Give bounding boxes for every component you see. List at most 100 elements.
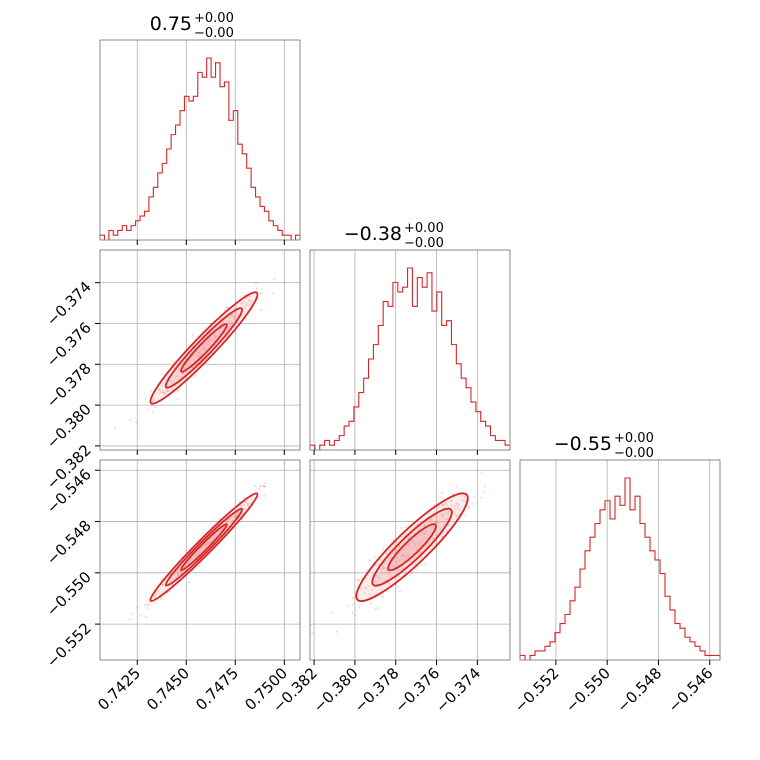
scatter-point — [199, 547, 203, 551]
x-tick-label: −0.546 — [665, 664, 717, 716]
scatter-point — [196, 351, 200, 355]
scatter-point — [388, 583, 391, 586]
y-tick-label: −0.380 — [43, 400, 95, 452]
scatter-point — [387, 571, 390, 574]
scatter-point — [414, 549, 417, 552]
scatter-point — [250, 300, 254, 303]
scatter-point — [402, 547, 405, 550]
scatter-point — [208, 340, 211, 343]
scatter-point — [161, 391, 164, 394]
scatter-point — [244, 304, 247, 307]
scatter-point — [399, 557, 402, 561]
scatter-point — [402, 554, 406, 557]
scatter-point — [412, 542, 415, 545]
scatter-point — [218, 331, 222, 334]
scatter-point — [205, 543, 208, 546]
scatter-point — [263, 485, 266, 488]
scatter-point — [173, 573, 177, 576]
scatter-point — [400, 558, 403, 562]
scatter-point — [423, 524, 426, 527]
scatter-point — [414, 542, 417, 545]
scatter-point — [204, 341, 207, 344]
scatter-point — [228, 520, 231, 523]
scatter-point — [164, 391, 167, 394]
scatter-point — [201, 549, 204, 552]
scatter-point — [179, 364, 182, 367]
scatter-point — [181, 372, 184, 375]
scatter-point — [216, 334, 219, 337]
scatter-point — [211, 538, 214, 541]
scatter-point — [218, 530, 221, 533]
scatter-point — [200, 546, 203, 549]
contour-level-3 — [180, 323, 228, 373]
scatter-point — [227, 317, 231, 320]
scatter-point — [441, 535, 444, 539]
scatter-point — [398, 559, 401, 562]
scatter-point — [434, 514, 437, 517]
scatter-point — [200, 349, 204, 352]
scatter-point — [454, 508, 457, 511]
scatter-point — [204, 348, 207, 352]
scatter-point — [222, 319, 225, 323]
scatter-point — [455, 502, 458, 505]
scatter-point — [395, 560, 398, 564]
scatter-point — [150, 404, 154, 407]
scatter-point — [374, 580, 377, 583]
scatter-point — [395, 559, 398, 562]
scatter-point — [147, 603, 151, 606]
scatter-point — [197, 565, 201, 568]
scatter-point — [440, 513, 444, 516]
scatter-point — [311, 632, 314, 635]
scatter-point — [260, 308, 263, 311]
x-tick-label: −0.378 — [351, 664, 403, 716]
scatter-point — [450, 504, 453, 507]
scatter-point — [232, 514, 236, 517]
scatter-point — [381, 595, 384, 598]
scatter-point — [245, 302, 248, 305]
scatter-point — [404, 554, 407, 558]
scatter-point — [357, 579, 360, 582]
scatter-point — [231, 313, 234, 317]
panel-title-value: 0.75 — [150, 13, 192, 35]
scatter-point — [206, 541, 210, 544]
scatter-point — [415, 541, 418, 544]
scatter-point — [243, 496, 246, 499]
scatter-point — [273, 278, 276, 281]
scatter-point — [195, 356, 198, 359]
scatter-point — [230, 321, 233, 324]
scatter-point — [234, 305, 237, 308]
panel-frame — [309, 249, 511, 451]
scatter-point — [166, 389, 169, 392]
contour-level-2 — [164, 307, 244, 389]
scatter-point — [371, 588, 374, 592]
scatter-point — [214, 335, 217, 338]
panel-title-minus: −0.00 — [404, 236, 444, 251]
scatter-point — [204, 546, 207, 549]
scatter-point — [225, 520, 228, 523]
scatter-point — [235, 512, 238, 515]
scatter-point — [397, 556, 400, 559]
scatter-point — [216, 335, 219, 338]
scatter-point — [427, 520, 430, 523]
scatter-point — [203, 344, 207, 347]
scatter-point — [451, 493, 454, 496]
scatter-point — [207, 343, 211, 346]
scatter-point — [208, 337, 211, 340]
scatter-point — [233, 315, 236, 319]
scatter-point — [230, 320, 233, 323]
scatter-point — [234, 312, 237, 315]
scatter-point — [410, 541, 413, 544]
scatter-point — [420, 533, 423, 536]
scatter-point — [192, 360, 195, 363]
scatter-point — [153, 595, 156, 598]
panels-layer: 0.75 +0.00−0.00−0.382−0.380−0.378−0.376−0… — [43, 11, 721, 716]
scatter-point — [449, 499, 452, 503]
scatter-point — [367, 584, 370, 588]
scatter-point — [136, 606, 139, 609]
scatter-point — [128, 618, 131, 621]
scatter-point — [407, 555, 410, 559]
scatter-point — [450, 499, 454, 502]
scatter-point — [176, 575, 179, 578]
scatter-point — [205, 341, 208, 344]
scatter-point — [407, 552, 411, 555]
